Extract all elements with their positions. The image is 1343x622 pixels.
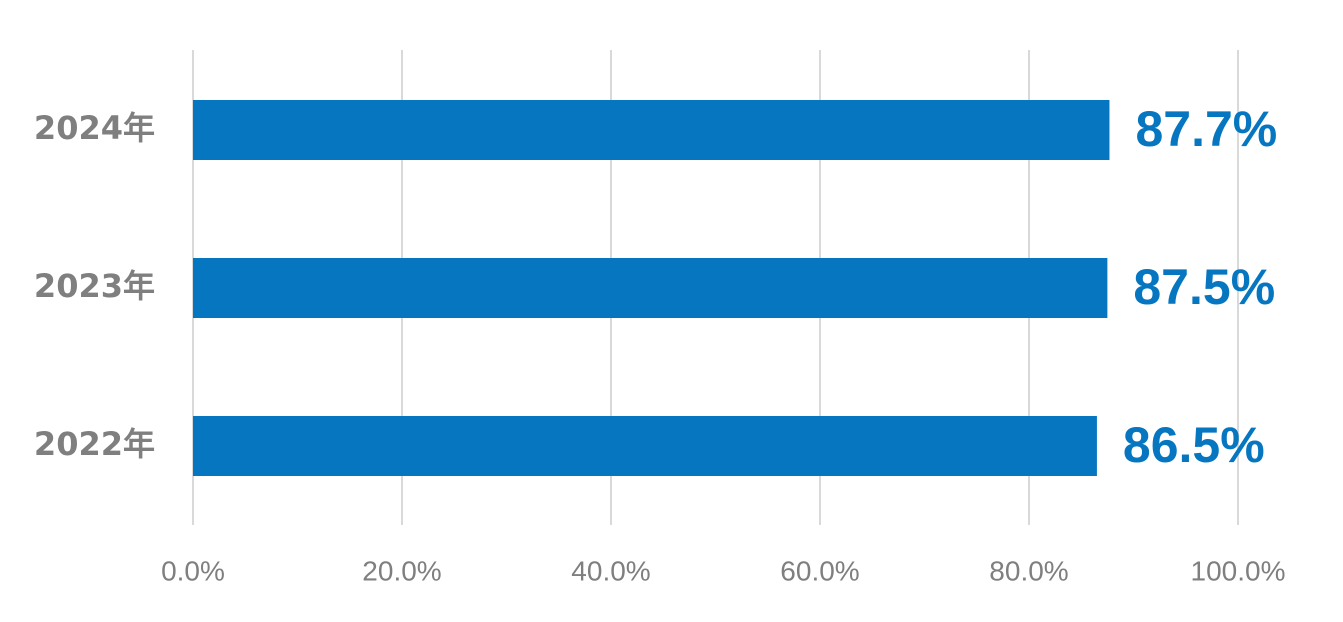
x-tick-label: 80.0% [989, 555, 1068, 586]
y-tick-label: 2023年 [34, 267, 155, 305]
x-tick-label: 40.0% [571, 555, 650, 586]
bar [193, 258, 1108, 318]
y-tick-label: 2024年 [34, 109, 155, 147]
x-tick-label: 100.0% [1191, 555, 1286, 586]
x-tick-label: 0.0% [161, 555, 225, 586]
y-tick-label: 2022年 [34, 425, 155, 463]
x-tick-label: 60.0% [780, 555, 859, 586]
x-tick-label: 20.0% [362, 555, 441, 586]
bar [193, 416, 1097, 476]
data-label: 87.5% [1133, 259, 1275, 315]
data-label: 87.7% [1135, 101, 1277, 157]
data-label: 86.5% [1123, 417, 1265, 473]
bar [193, 100, 1110, 160]
